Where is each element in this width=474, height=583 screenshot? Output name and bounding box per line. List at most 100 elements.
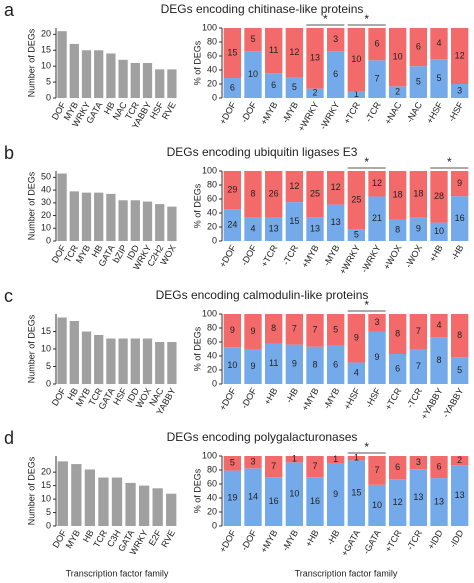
segment-label: 8 xyxy=(395,225,400,235)
segment-label: 15 xyxy=(227,47,237,57)
segment-label: 4 xyxy=(436,38,441,48)
y-tick-label: 5 xyxy=(46,76,51,86)
y-tick-label: 10 xyxy=(41,343,51,353)
x-tick-label: +TCR xyxy=(383,386,404,412)
x-tick-label: -GATA xyxy=(361,528,383,556)
x-tick-label: -MYB xyxy=(322,243,342,267)
x-tick-label: -TCR xyxy=(363,100,383,124)
y-tick-label: 40 xyxy=(207,492,217,502)
bar xyxy=(166,493,177,526)
y-tick-label: 0 xyxy=(212,92,217,102)
bar-segment xyxy=(306,314,324,347)
y-tick-label: 20 xyxy=(41,29,51,39)
bar-segment xyxy=(285,344,304,384)
segment-label: 13 xyxy=(413,492,423,502)
segment-label: 6 xyxy=(333,69,338,79)
bar-segment xyxy=(430,337,448,384)
x-tick-label: +MYB xyxy=(258,528,279,554)
segment-label: 4 xyxy=(436,320,441,330)
segment-label: 9 xyxy=(230,325,235,335)
x-tick-label: -TCR xyxy=(405,528,425,552)
y-tick-label: 10 xyxy=(41,61,51,71)
bar xyxy=(69,43,79,98)
bar-segment xyxy=(285,314,304,345)
bar xyxy=(106,338,116,384)
segment-label: 6 xyxy=(395,363,400,373)
y-axis-label: % of DEGs xyxy=(192,326,202,371)
segment-label: 2 xyxy=(312,88,317,98)
bar-segment xyxy=(306,28,324,89)
bar xyxy=(130,338,140,384)
bar-segment xyxy=(450,196,469,241)
y-tick-label: 100 xyxy=(202,22,217,32)
bar xyxy=(57,317,67,384)
x-tick-label: +TCR xyxy=(383,528,404,554)
segment-label: 9 xyxy=(250,361,255,371)
bar-segment xyxy=(347,314,366,363)
segment-label: 10 xyxy=(434,226,444,236)
bar-segment xyxy=(368,484,386,526)
bar-segment xyxy=(388,219,407,241)
bar-segment xyxy=(450,357,469,384)
bar-segment xyxy=(306,456,324,478)
bar-segment xyxy=(347,91,366,98)
segment-label: 15 xyxy=(351,488,361,498)
segment-label: 10 xyxy=(372,500,382,510)
segment-label: 7 xyxy=(416,326,421,336)
segment-label: 15 xyxy=(289,216,299,226)
segment-label: 5 xyxy=(292,82,297,92)
y-tick-label: 40 xyxy=(207,207,217,217)
y-tick-label: 20 xyxy=(207,506,217,516)
x-tick-label: -HB xyxy=(449,243,465,261)
bar-segment xyxy=(244,314,262,349)
segment-label: 7 xyxy=(374,465,379,475)
y-tick-label: 60 xyxy=(207,336,217,346)
segment-label: 10 xyxy=(248,69,258,79)
bar-segment xyxy=(326,456,345,463)
panel-title: DEGs encoding chitinase-like proteins xyxy=(161,2,364,16)
y-axis-label: Number of DEGs xyxy=(26,171,36,240)
bar xyxy=(84,469,96,526)
y-tick-label: 20 xyxy=(41,467,51,477)
bar-segment xyxy=(450,465,469,526)
bar-segment xyxy=(347,362,366,384)
bar-segment xyxy=(430,456,448,479)
bar xyxy=(118,59,128,98)
segment-label: 26 xyxy=(269,189,279,199)
x-tick-label: +NAC xyxy=(383,100,404,126)
x-tick-label: -MYB xyxy=(280,100,300,124)
x-tick-label: -MYB xyxy=(322,386,342,410)
bar xyxy=(81,331,92,384)
segment-label: 6 xyxy=(374,39,379,49)
y-tick-label: 100 xyxy=(202,165,217,175)
segment-label: 13 xyxy=(310,223,320,233)
segment-label: 8 xyxy=(436,355,441,365)
segment-label: 3 xyxy=(333,34,338,44)
significance-label: * xyxy=(364,298,369,312)
bar-segment xyxy=(244,468,262,526)
segment-label: 19 xyxy=(227,493,237,503)
segment-label: 16 xyxy=(269,496,279,506)
bar xyxy=(81,192,92,241)
x-tick-label: -WRKY xyxy=(359,243,383,274)
bar-segment xyxy=(285,171,304,203)
x-tick-label: -MYB xyxy=(280,528,300,552)
bar xyxy=(57,461,68,526)
x-tick-label: TCR xyxy=(91,528,109,549)
x-tick-label: -NAC xyxy=(404,100,424,124)
x-tick-label: -DOF xyxy=(239,100,259,124)
bar-segment xyxy=(409,66,428,98)
x-tick-label: +HSF xyxy=(342,386,363,412)
y-axis-label: % of DEGs xyxy=(192,183,202,228)
segment-label: 10 xyxy=(393,52,403,62)
panel-title: DEGs encoding calmodulin-like proteins xyxy=(156,288,369,302)
segment-label: 1 xyxy=(354,453,359,463)
segment-label: 12 xyxy=(289,181,299,191)
segment-label: 10 xyxy=(227,360,237,370)
x-tick-label: -DOF xyxy=(239,386,259,410)
x-tick-label: +DOF xyxy=(217,386,238,412)
bar-segment xyxy=(388,479,407,526)
x-tick-label: +MYB xyxy=(300,243,321,269)
segment-label: 9 xyxy=(333,489,338,499)
bar-segment xyxy=(409,171,428,218)
